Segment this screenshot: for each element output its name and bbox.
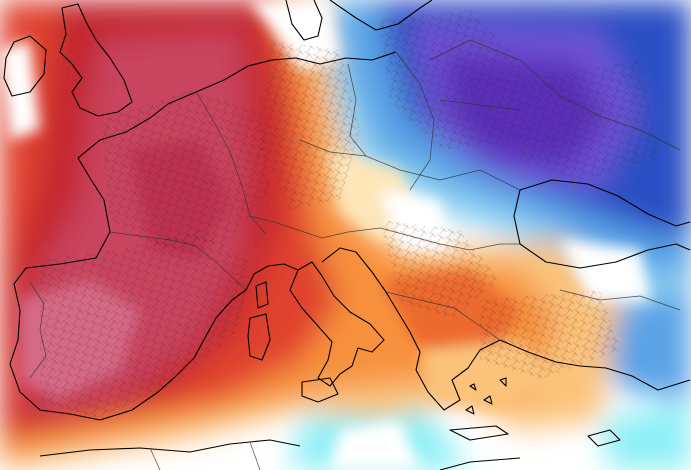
coast-north-africa	[39, 439, 301, 457]
neutral-white-south	[330, 420, 420, 470]
coast-ireland	[3, 35, 47, 97]
administrative-subdivisions	[40, 10, 660, 420]
border-balkans	[347, 227, 520, 251]
border-central	[299, 139, 441, 181]
border-spain-portugal	[29, 281, 47, 379]
neutral-white-west	[0, 40, 40, 140]
border-france-germany	[195, 91, 267, 235]
coast-atlantic-france-iberia	[9, 117, 247, 421]
coast-adriatic-balkans	[321, 247, 501, 411]
border-germany-poland	[347, 63, 367, 157]
coast-great-britain	[59, 3, 133, 117]
border-baltics	[429, 39, 521, 111]
country-borders	[29, 39, 681, 470]
coast-crete	[449, 425, 509, 441]
coast-cyprus	[587, 429, 621, 447]
coast-aegean-islands	[465, 377, 507, 415]
coastlines	[3, 0, 691, 470]
coast-italy	[289, 261, 385, 387]
coast-sicily	[301, 377, 339, 403]
border-alps	[249, 215, 349, 239]
border-poland-east	[395, 51, 435, 191]
coast-black-sea	[513, 179, 691, 269]
coast-anatolia-south	[499, 339, 691, 391]
border-ukraine	[439, 169, 521, 191]
coast-libya	[439, 457, 521, 470]
coast-north-sea-baltic	[149, 51, 397, 119]
border-balkans-south	[385, 291, 501, 341]
coast-mediterranean-france	[245, 263, 299, 291]
cool-patch-far-se	[600, 400, 691, 470]
border-france-spain	[109, 231, 247, 291]
coast-jutland	[285, 0, 323, 41]
neutral-white-anatolia	[560, 240, 650, 300]
coast-corsica	[255, 281, 269, 309]
border-north-africa	[149, 441, 261, 470]
coast-scandinavia	[329, 0, 433, 31]
border-turkey	[559, 289, 681, 311]
border-belarus-russia	[469, 39, 681, 151]
coast-sardinia	[247, 313, 271, 361]
